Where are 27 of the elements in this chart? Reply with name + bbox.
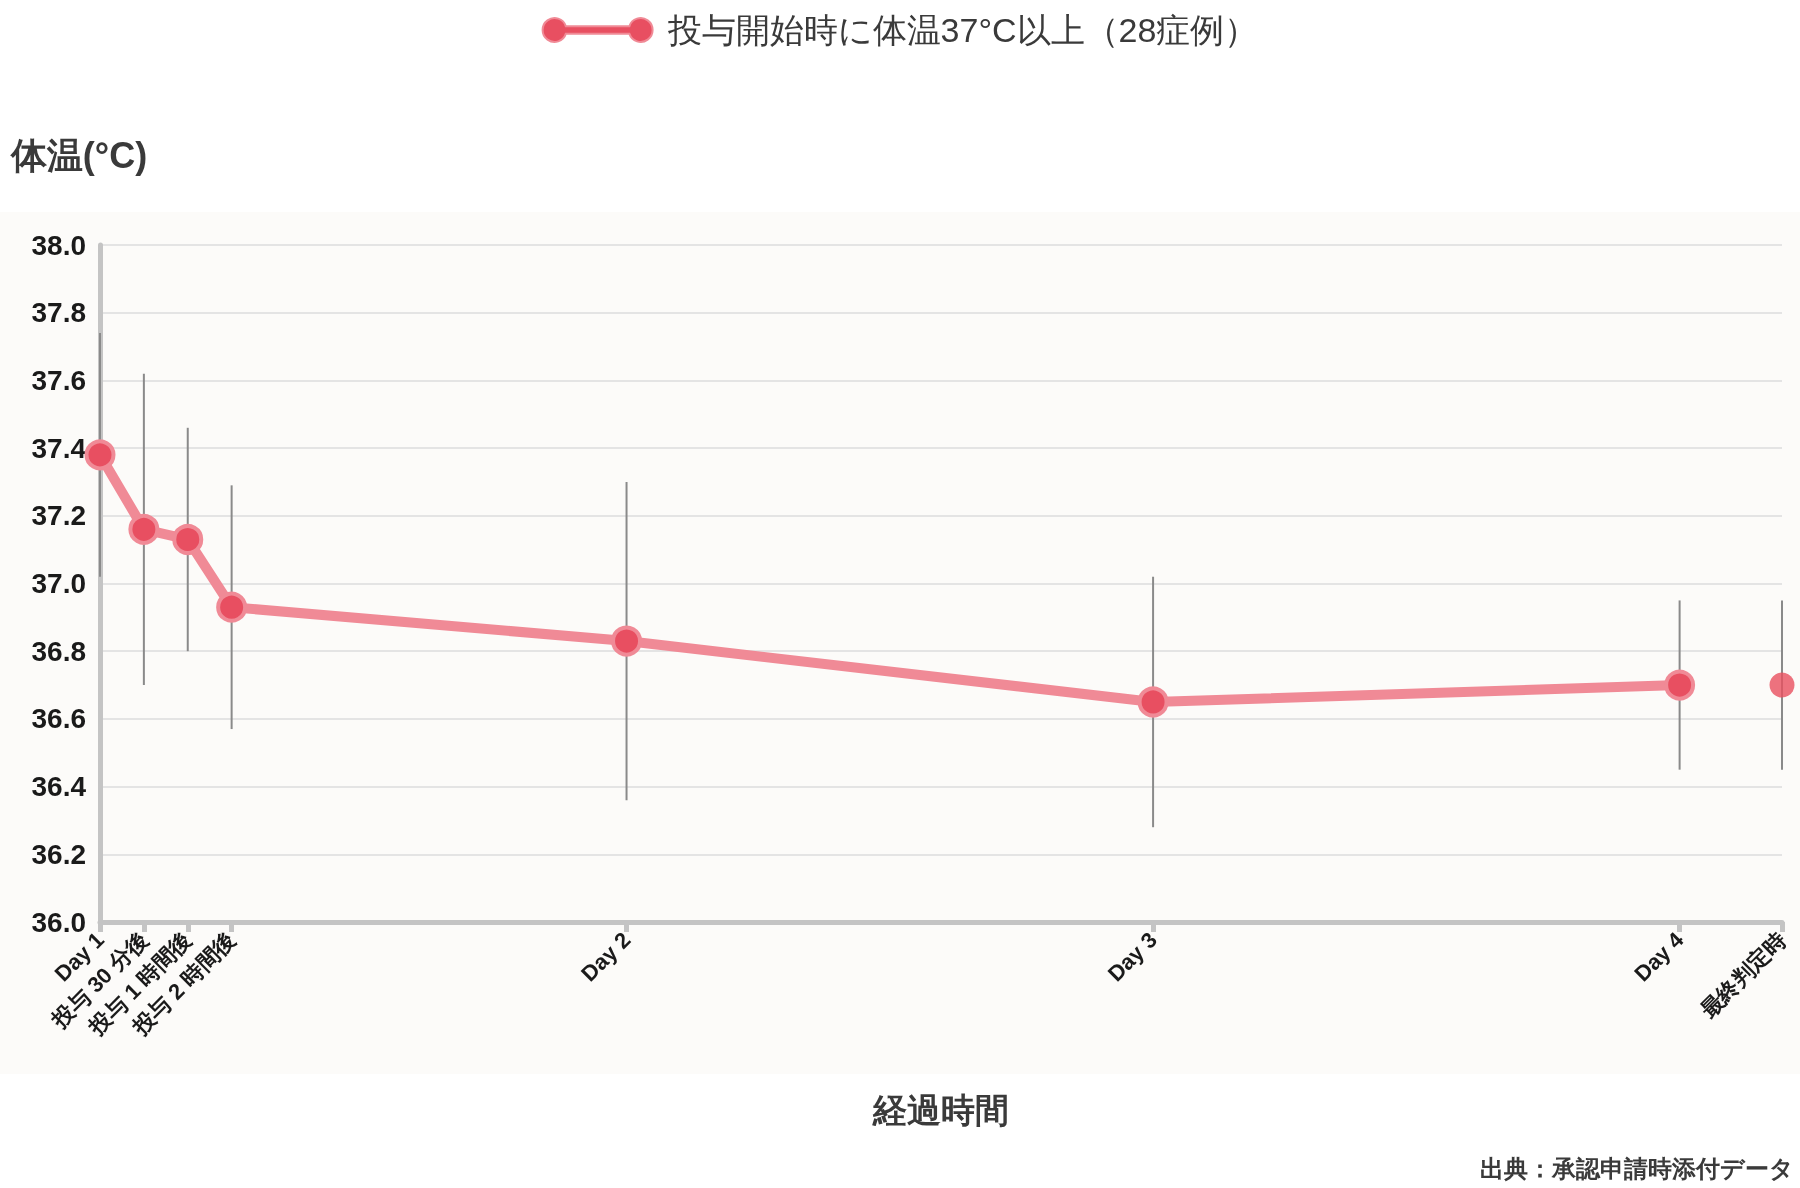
x-tick-label: Day 4 <box>1629 926 1689 987</box>
y-tick-label: 37.0 <box>31 568 86 599</box>
point <box>1664 669 1696 701</box>
point <box>216 591 248 623</box>
y-tick-label: 36.6 <box>31 703 86 735</box>
y-tick-label: 37.2 <box>31 500 86 532</box>
y-tick-label: 36.0 <box>31 906 86 938</box>
source-note: 出典：承認申請時添付データ <box>1480 1154 1794 1182</box>
y-tick-label: 36.4 <box>31 771 87 803</box>
y-axis-title: 体温(°C) <box>9 134 148 176</box>
point <box>1137 686 1169 718</box>
point <box>611 625 643 657</box>
x-axis-title: 経過時間 <box>872 1091 1009 1129</box>
legend-label: 投与開始時に体温37°C以上（28症例） <box>666 11 1259 49</box>
y-tick-label: 37.6 <box>31 364 86 396</box>
x-tick-label: Day 2 <box>576 927 636 987</box>
x-tick-label: 最終判定時 <box>1694 927 1791 1024</box>
y-tick-label: 36.8 <box>31 635 86 667</box>
point <box>172 524 204 555</box>
point <box>84 439 116 471</box>
y-tick-label: 36.2 <box>31 838 86 870</box>
point <box>128 513 160 545</box>
y-tick-label: 37.8 <box>31 297 86 329</box>
y-tick-label: 38.0 <box>31 229 86 261</box>
y-tick-label: 37.4 <box>31 432 87 464</box>
x-tick-label: Day 3 <box>1102 927 1162 987</box>
point <box>1769 672 1795 698</box>
